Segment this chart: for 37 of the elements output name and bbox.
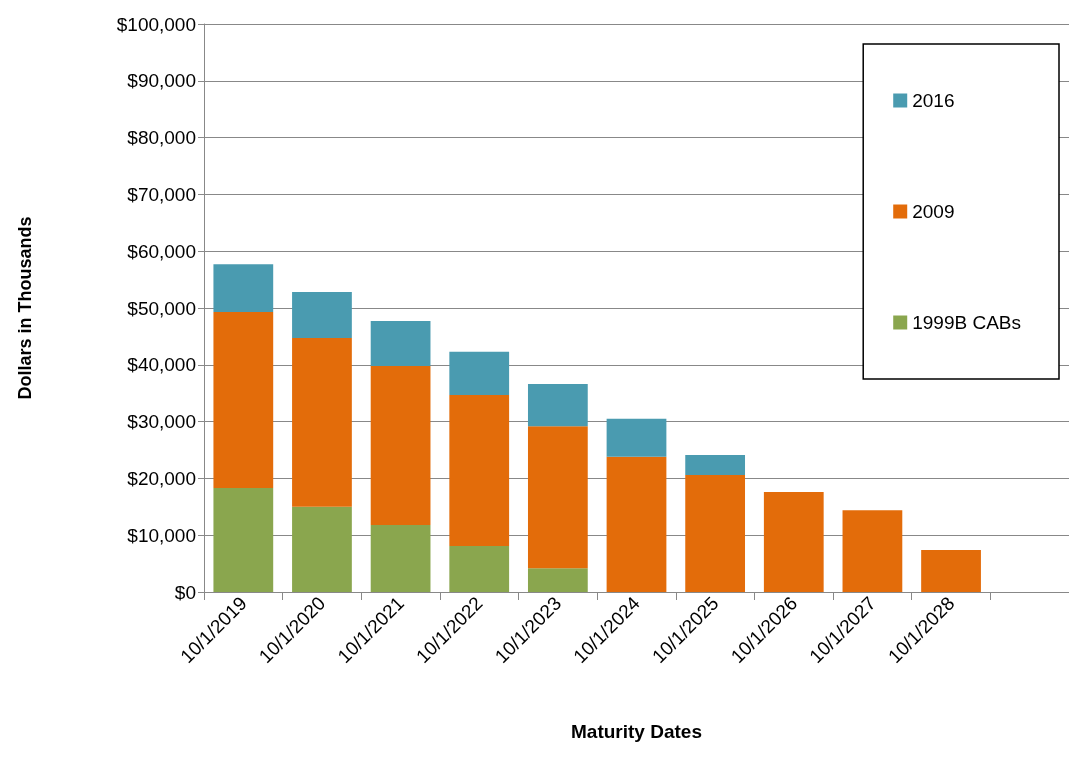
legend-label: 2009	[912, 201, 955, 222]
y-tick-label: $10,000	[127, 524, 196, 546]
bar	[763, 492, 824, 592]
y-tick-label: $80,000	[127, 127, 196, 149]
bar	[292, 506, 352, 592]
bar	[370, 524, 431, 592]
legend-label: 2016	[912, 90, 955, 111]
y-tick-label: $70,000	[127, 183, 196, 205]
bar	[449, 394, 510, 546]
bar	[842, 510, 903, 592]
y-tick-label: $50,000	[127, 297, 196, 319]
bar	[213, 311, 274, 489]
bar	[606, 456, 667, 592]
bar	[527, 426, 588, 569]
bar	[527, 568, 588, 592]
bar	[213, 264, 274, 312]
y-tick-label: $100,000	[116, 13, 196, 35]
bar	[213, 488, 274, 592]
y-tick-label: $20,000	[127, 467, 196, 489]
y-tick-label: $90,000	[127, 70, 196, 92]
legend-label: 1999B CABs	[912, 312, 1022, 333]
bar	[921, 549, 981, 592]
bar	[292, 338, 352, 507]
bar	[370, 365, 431, 525]
bar	[685, 474, 746, 592]
bar	[606, 418, 667, 457]
bar	[527, 384, 588, 427]
bar	[449, 545, 510, 592]
x-axis-title: Maturity Dates	[571, 721, 702, 742]
y-tick-label: $40,000	[127, 354, 196, 376]
y-tick-label: $30,000	[127, 411, 196, 433]
bar	[292, 292, 352, 339]
y-tick-label: $60,000	[127, 240, 196, 262]
bar	[370, 321, 431, 366]
bar	[685, 455, 746, 475]
y-axis-title: Dollars in Thousands	[15, 216, 35, 400]
bar	[449, 351, 510, 395]
